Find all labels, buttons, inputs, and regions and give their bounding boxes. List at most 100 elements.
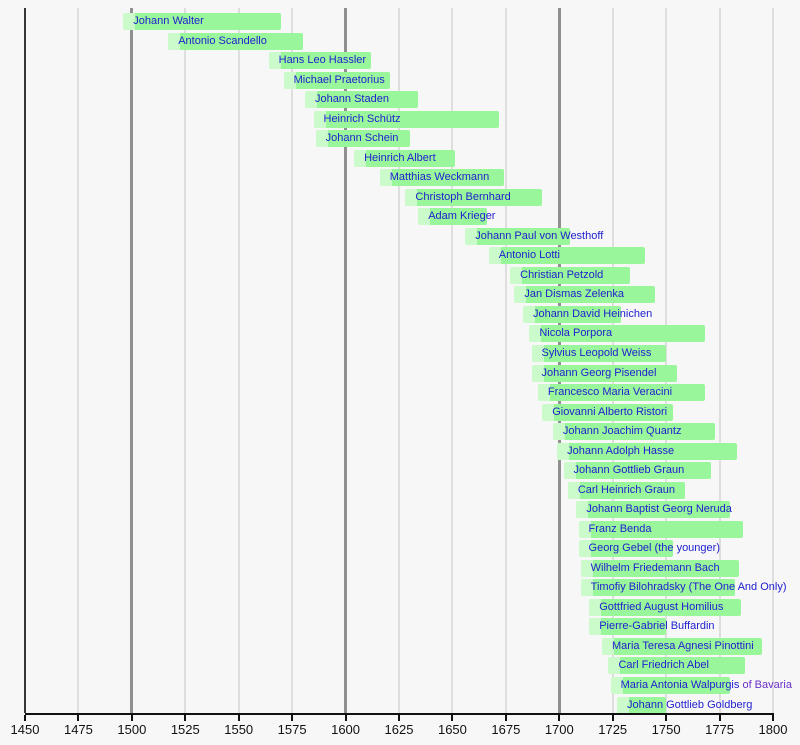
timeline-bar[interactable]: Gottfried August Homilius — [589, 598, 741, 616]
composer-name-link[interactable]: Christoph Bernhard — [415, 190, 511, 203]
timeline-bar[interactable]: Christoph Bernhard — [405, 188, 543, 206]
timeline-bar[interactable]: Christian Petzold — [510, 266, 630, 284]
composer-name-link[interactable]: Giovanni Alberto Ristori — [552, 405, 668, 418]
timeline-bar[interactable]: Wilhelm Friedemann Bach — [580, 559, 739, 577]
timeline-bar[interactable]: Maria Teresa Agnesi Pinottini — [602, 637, 763, 655]
x-axis-tick — [504, 715, 507, 721]
x-axis-tick-label: 1675 — [491, 722, 521, 737]
composer-suffix-link[interactable]: of Bavaria — [739, 679, 792, 692]
x-axis-tick-label: 1600 — [331, 722, 361, 737]
composer-name-link[interactable]: Georg Gebel (the younger) — [588, 542, 720, 555]
timeline-bar[interactable]: Johann Georg Pisendel — [531, 364, 677, 382]
composer-name-link[interactable]: Timofiy Bilohradsky (The One And Only) — [590, 581, 787, 594]
x-axis-tick — [558, 715, 561, 721]
gridline-major — [344, 8, 348, 713]
composer-name-link[interactable]: Johann Paul von Westhoff — [475, 229, 604, 242]
composer-name-link[interactable]: Sylvius Leopold Weiss — [541, 347, 652, 359]
gridline-minor — [665, 8, 668, 713]
composer-name-link[interactable]: Gottfried August Homilius — [599, 600, 724, 613]
composer-name-link[interactable]: Carl Heinrich Graun — [577, 483, 676, 496]
x-axis-tick — [237, 715, 240, 721]
timeline-bar[interactable]: Francesco Maria Veracini — [537, 384, 705, 402]
timeline-bar[interactable]: Franz Benda — [578, 520, 744, 538]
composer-name-link[interactable]: Johann Walter — [133, 15, 204, 27]
composer-name-link[interactable]: Matthias Weckmann — [389, 171, 490, 184]
composer-name-link[interactable]: Franz Benda — [588, 522, 652, 535]
y-axis-line — [24, 8, 26, 713]
composer-name-link[interactable]: Johann Staden — [314, 93, 389, 106]
timeline-bar[interactable]: Jan Dismas Zelenka — [514, 286, 656, 304]
timeline-bar[interactable]: Antonio Scandello — [168, 32, 303, 50]
composer-name-link[interactable]: Antonio Lotti — [498, 249, 560, 262]
composer-name-link[interactable]: Maria Antonia Walpurgis — [620, 679, 740, 692]
timeline-bar[interactable]: Johann Gottlieb Graun — [563, 462, 711, 480]
x-axis-tick-label: 1500 — [117, 722, 147, 737]
timeline-bar[interactable]: Adam Krieger — [418, 208, 495, 226]
composer-name-link[interactable]: Johann Baptist Georg Neruda — [586, 503, 732, 516]
gridline-minor — [772, 8, 774, 713]
composer-name-link[interactable]: Michael Praetorius — [293, 73, 385, 86]
composer-name-link[interactable]: Nicola Porpora — [539, 327, 613, 340]
x-axis-tick-label: 1775 — [705, 722, 735, 737]
gridline-minor — [451, 8, 454, 713]
timeline-bar[interactable]: Johann Baptist Georg Neruda — [576, 501, 732, 519]
x-axis-tick-label: 1450 — [10, 722, 40, 737]
composer-name-link[interactable]: Pierre-Gabriel Buffardin — [599, 620, 715, 633]
timeline-bar[interactable]: Carl Heinrich Graun — [567, 481, 686, 499]
composer-name-link[interactable]: Johann Gottlieb Goldberg — [626, 698, 753, 711]
composer-name-link[interactable]: Adam Krieger — [428, 210, 496, 223]
timeline-bar[interactable]: Johann Joachim Quantz — [552, 423, 716, 441]
composer-name-link[interactable]: Hans Leo Hassler — [278, 54, 367, 67]
gridline-minor — [237, 8, 240, 713]
timeline-bar[interactable]: Johann Gottlieb Goldberg — [616, 696, 752, 714]
composer-name-link[interactable]: Francesco Maria Veracini — [547, 386, 673, 399]
composer-name-link[interactable]: Heinrich Albert — [364, 151, 436, 164]
timeline-bar[interactable]: Sylvius Leopold Weiss — [531, 345, 667, 362]
timeline-bar[interactable]: Hans Leo Hassler — [268, 52, 372, 70]
timeline-bar[interactable]: Nicola Porpora — [529, 325, 705, 343]
gridline-minor — [291, 8, 294, 713]
composer-name-link[interactable]: Wilhelm Friedemann Bach — [590, 561, 720, 574]
gridline-minor — [718, 8, 721, 713]
gridline-minor — [77, 8, 80, 713]
composer-name-link[interactable]: Johann Schein — [325, 132, 399, 145]
timeline-bar[interactable]: Georg Gebel (the younger) — [578, 540, 720, 558]
composer-name-link[interactable]: Antonio Scandello — [178, 34, 267, 47]
composer-name-link[interactable]: Maria Teresa Agnesi Pinottini — [612, 639, 754, 652]
timeline-bar[interactable]: Timofiy Bilohradsky (The One And Only) — [580, 579, 787, 597]
composer-name-link[interactable]: Christian Petzold — [520, 268, 604, 281]
timeline-bar[interactable]: Antonio Lotti — [488, 247, 645, 265]
x-axis-tick-label: 1725 — [598, 722, 628, 737]
composer-name-link[interactable]: Heinrich Schütz — [323, 112, 401, 125]
x-axis-tick — [665, 715, 668, 721]
composer-name-link[interactable]: Johann Adolph Hasse — [567, 444, 675, 457]
x-axis-baseline — [25, 713, 774, 715]
timeline-bar[interactable]: Maria Antonia Walpurgis of Bavaria — [610, 677, 792, 695]
timeline-bar[interactable]: Johann Adolph Hasse — [557, 442, 737, 460]
timeline-bar[interactable]: Carl Friedrich Abel — [608, 657, 746, 675]
timeline-bar[interactable]: Johann Staden — [304, 91, 419, 109]
x-axis-tick — [718, 715, 721, 721]
composer-name-link[interactable]: Johann David Heinichen — [532, 307, 653, 320]
timeline-bar[interactable]: Johann David Heinichen — [522, 305, 652, 323]
timeline-bar[interactable]: Johann Schein — [315, 130, 410, 148]
timeline-bar[interactable]: Pierre-Gabriel Buffardin — [589, 618, 715, 636]
timeline-bar[interactable]: Johann Walter — [123, 13, 282, 30]
gridline-major — [130, 8, 134, 713]
timeline-bar[interactable]: Giovanni Alberto Ristori — [542, 403, 673, 421]
x-axis-tick — [24, 715, 26, 721]
x-axis-tick — [184, 715, 187, 721]
x-axis-tick-label: 1750 — [651, 722, 681, 737]
timeline-bar[interactable]: Heinrich Schütz — [313, 110, 500, 128]
timeline-bar[interactable]: Heinrich Albert — [354, 149, 455, 167]
composer-name-link[interactable]: Johann Joachim Quantz — [562, 425, 682, 438]
x-axis-tick — [451, 715, 454, 721]
x-axis-tick-label: 1625 — [384, 722, 414, 737]
timeline-bar[interactable]: Johann Paul von Westhoff — [465, 227, 603, 245]
timeline-bar[interactable]: Matthias Weckmann — [379, 169, 504, 187]
composer-name-link[interactable]: Carl Friedrich Abel — [618, 659, 709, 672]
composer-name-link[interactable]: Johann Georg Pisendel — [541, 366, 657, 379]
timeline-bar[interactable]: Michael Praetorius — [283, 71, 391, 89]
composer-name-link[interactable]: Jan Dismas Zelenka — [524, 288, 625, 301]
composer-name-link[interactable]: Johann Gottlieb Graun — [573, 464, 685, 477]
